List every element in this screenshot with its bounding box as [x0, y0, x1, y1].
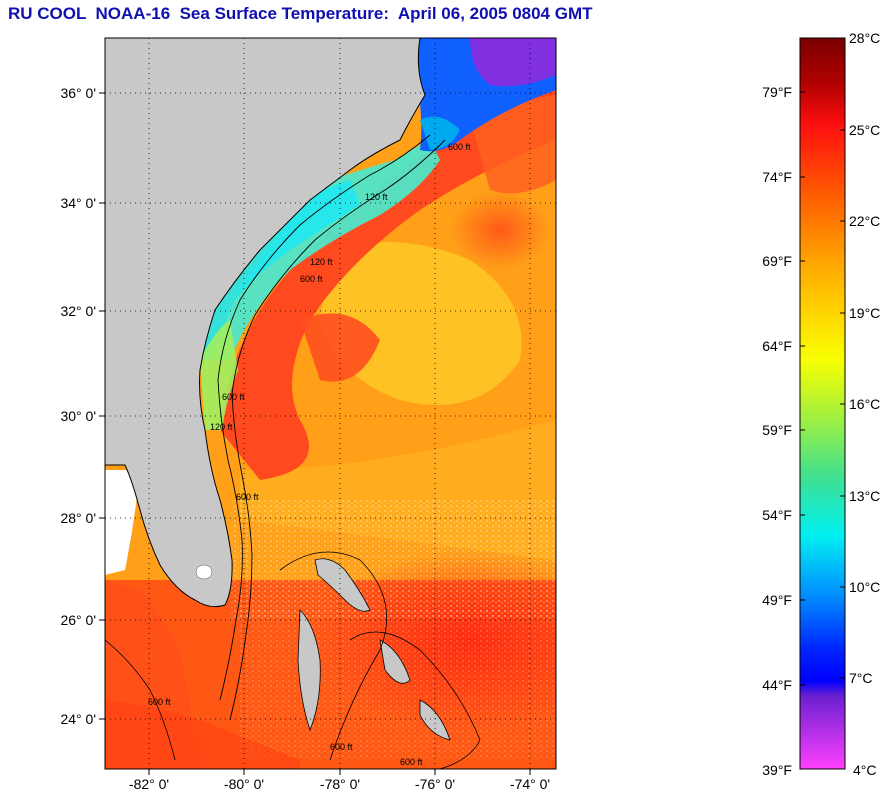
contour-label: 600 ft — [400, 757, 423, 767]
bahamas-bank-contour-east — [349, 631, 481, 769]
eleuthera-island — [379, 639, 411, 684]
contour-label: 600 ft — [148, 697, 171, 707]
lat-label: 32° 0' — [60, 303, 96, 319]
celsius-label: 19°C — [849, 305, 880, 321]
grand-bahama — [314, 558, 371, 612]
celsius-label: 10°C — [849, 579, 880, 595]
lat-label: 36° 0' — [60, 85, 96, 101]
lon-label: -82° 0' — [129, 776, 169, 792]
cuba-shelf — [105, 700, 300, 769]
exuma-island — [419, 699, 451, 741]
contour-600ft — [229, 139, 446, 721]
contour-label: 600 ft — [236, 492, 259, 502]
fahrenheit-label: 54°F — [762, 507, 792, 523]
fahrenheit-ticks — [800, 91, 805, 686]
nearshore-cold-water — [200, 180, 360, 360]
fahrenheit-label: 49°F — [762, 592, 792, 608]
yellow-eddy — [320, 242, 522, 405]
contour-label: 120 ft — [365, 192, 388, 202]
lon-label: -80° 0' — [224, 776, 264, 792]
andros-island — [297, 609, 321, 732]
fahrenheit-label: 64°F — [762, 338, 792, 354]
longitude-labels: -82° 0' -80° 0' -78° 0' -76° 0' -74° 0' — [129, 776, 550, 792]
gulf-contour — [105, 639, 176, 761]
colorbar: 28°C 25°C 22°C 19°C 16°C 13°C 10°C 7°C 4… — [762, 30, 880, 778]
celsius-label: 22°C — [849, 213, 880, 229]
lake-okeechobee — [195, 564, 213, 580]
map-title: RU COOL NOAA-16 Sea Surface Temperature:… — [8, 4, 593, 23]
shelf-cold-water — [215, 140, 440, 360]
fahrenheit-label: 79°F — [762, 84, 792, 100]
latitude-labels: 36° 0' 34° 0' 32° 0' 30° 0' 28° 0' 26° 0… — [60, 85, 96, 727]
celsius-labels: 28°C 25°C 22°C 19°C 16°C 13°C 10°C 7°C 4… — [849, 30, 880, 778]
celsius-ticks — [840, 129, 845, 679]
colorbar-gradient — [799, 37, 846, 770]
lat-label: 26° 0' — [60, 612, 96, 628]
offshore-warm — [470, 95, 556, 194]
celsius-label: 7°C — [849, 670, 873, 686]
lat-label: 28° 0' — [60, 510, 96, 526]
contour-label: 120 ft — [310, 257, 333, 267]
celsius-label: 28°C — [849, 30, 880, 46]
lat-label: 34° 0' — [60, 195, 96, 211]
longitude-ticks — [148, 769, 531, 775]
celsius-label: 16°C — [849, 396, 880, 412]
contour-120ft — [217, 134, 431, 701]
longitude-gridlines — [148, 38, 531, 769]
no-data-patch — [105, 470, 140, 575]
lon-label: -78° 0' — [320, 776, 360, 792]
contour-label: 600 ft — [222, 392, 245, 402]
contour-label: 600 ft — [448, 142, 471, 152]
lat-label: 24° 0' — [60, 711, 96, 727]
latitude-gridlines — [105, 92, 556, 720]
fahrenheit-labels: 79°F 74°F 69°F 64°F 59°F 54°F 49°F 44°F … — [762, 84, 792, 778]
contour-labels: 600 ft 120 ft 600 ft 120 ft 600 ft 120 f… — [148, 142, 471, 767]
northern-cyan — [420, 116, 460, 150]
celsius-label: 25°C — [849, 122, 880, 138]
celsius-label: 4°C — [853, 762, 877, 778]
lat-label: 30° 0' — [60, 408, 96, 424]
warm-eddy — [450, 190, 550, 270]
gulf-stream-meander — [300, 313, 380, 382]
lon-label: -76° 0' — [415, 776, 455, 792]
map-panel: 600 ft 120 ft 600 ft 120 ft 600 ft 120 f… — [105, 38, 556, 769]
fahrenheit-label: 69°F — [762, 253, 792, 269]
northern-coldest-water — [470, 38, 556, 87]
map-frame — [104, 37, 557, 770]
fahrenheit-label: 39°F — [762, 762, 792, 778]
us-mainland — [105, 38, 426, 608]
celsius-label: 13°C — [849, 488, 880, 504]
fahrenheit-label: 74°F — [762, 169, 792, 185]
bahamas-bank-contour — [279, 551, 388, 761]
fahrenheit-label: 44°F — [762, 677, 792, 693]
cloud-speckle-south — [240, 610, 556, 760]
cloud-speckle-band — [230, 500, 556, 620]
contour-label: 120 ft — [210, 422, 233, 432]
latitude-ticks — [99, 92, 105, 720]
fahrenheit-label: 59°F — [762, 422, 792, 438]
contour-label: 600 ft — [300, 274, 323, 284]
lon-label: -74° 0' — [510, 776, 550, 792]
contour-label: 600 ft — [330, 742, 353, 752]
